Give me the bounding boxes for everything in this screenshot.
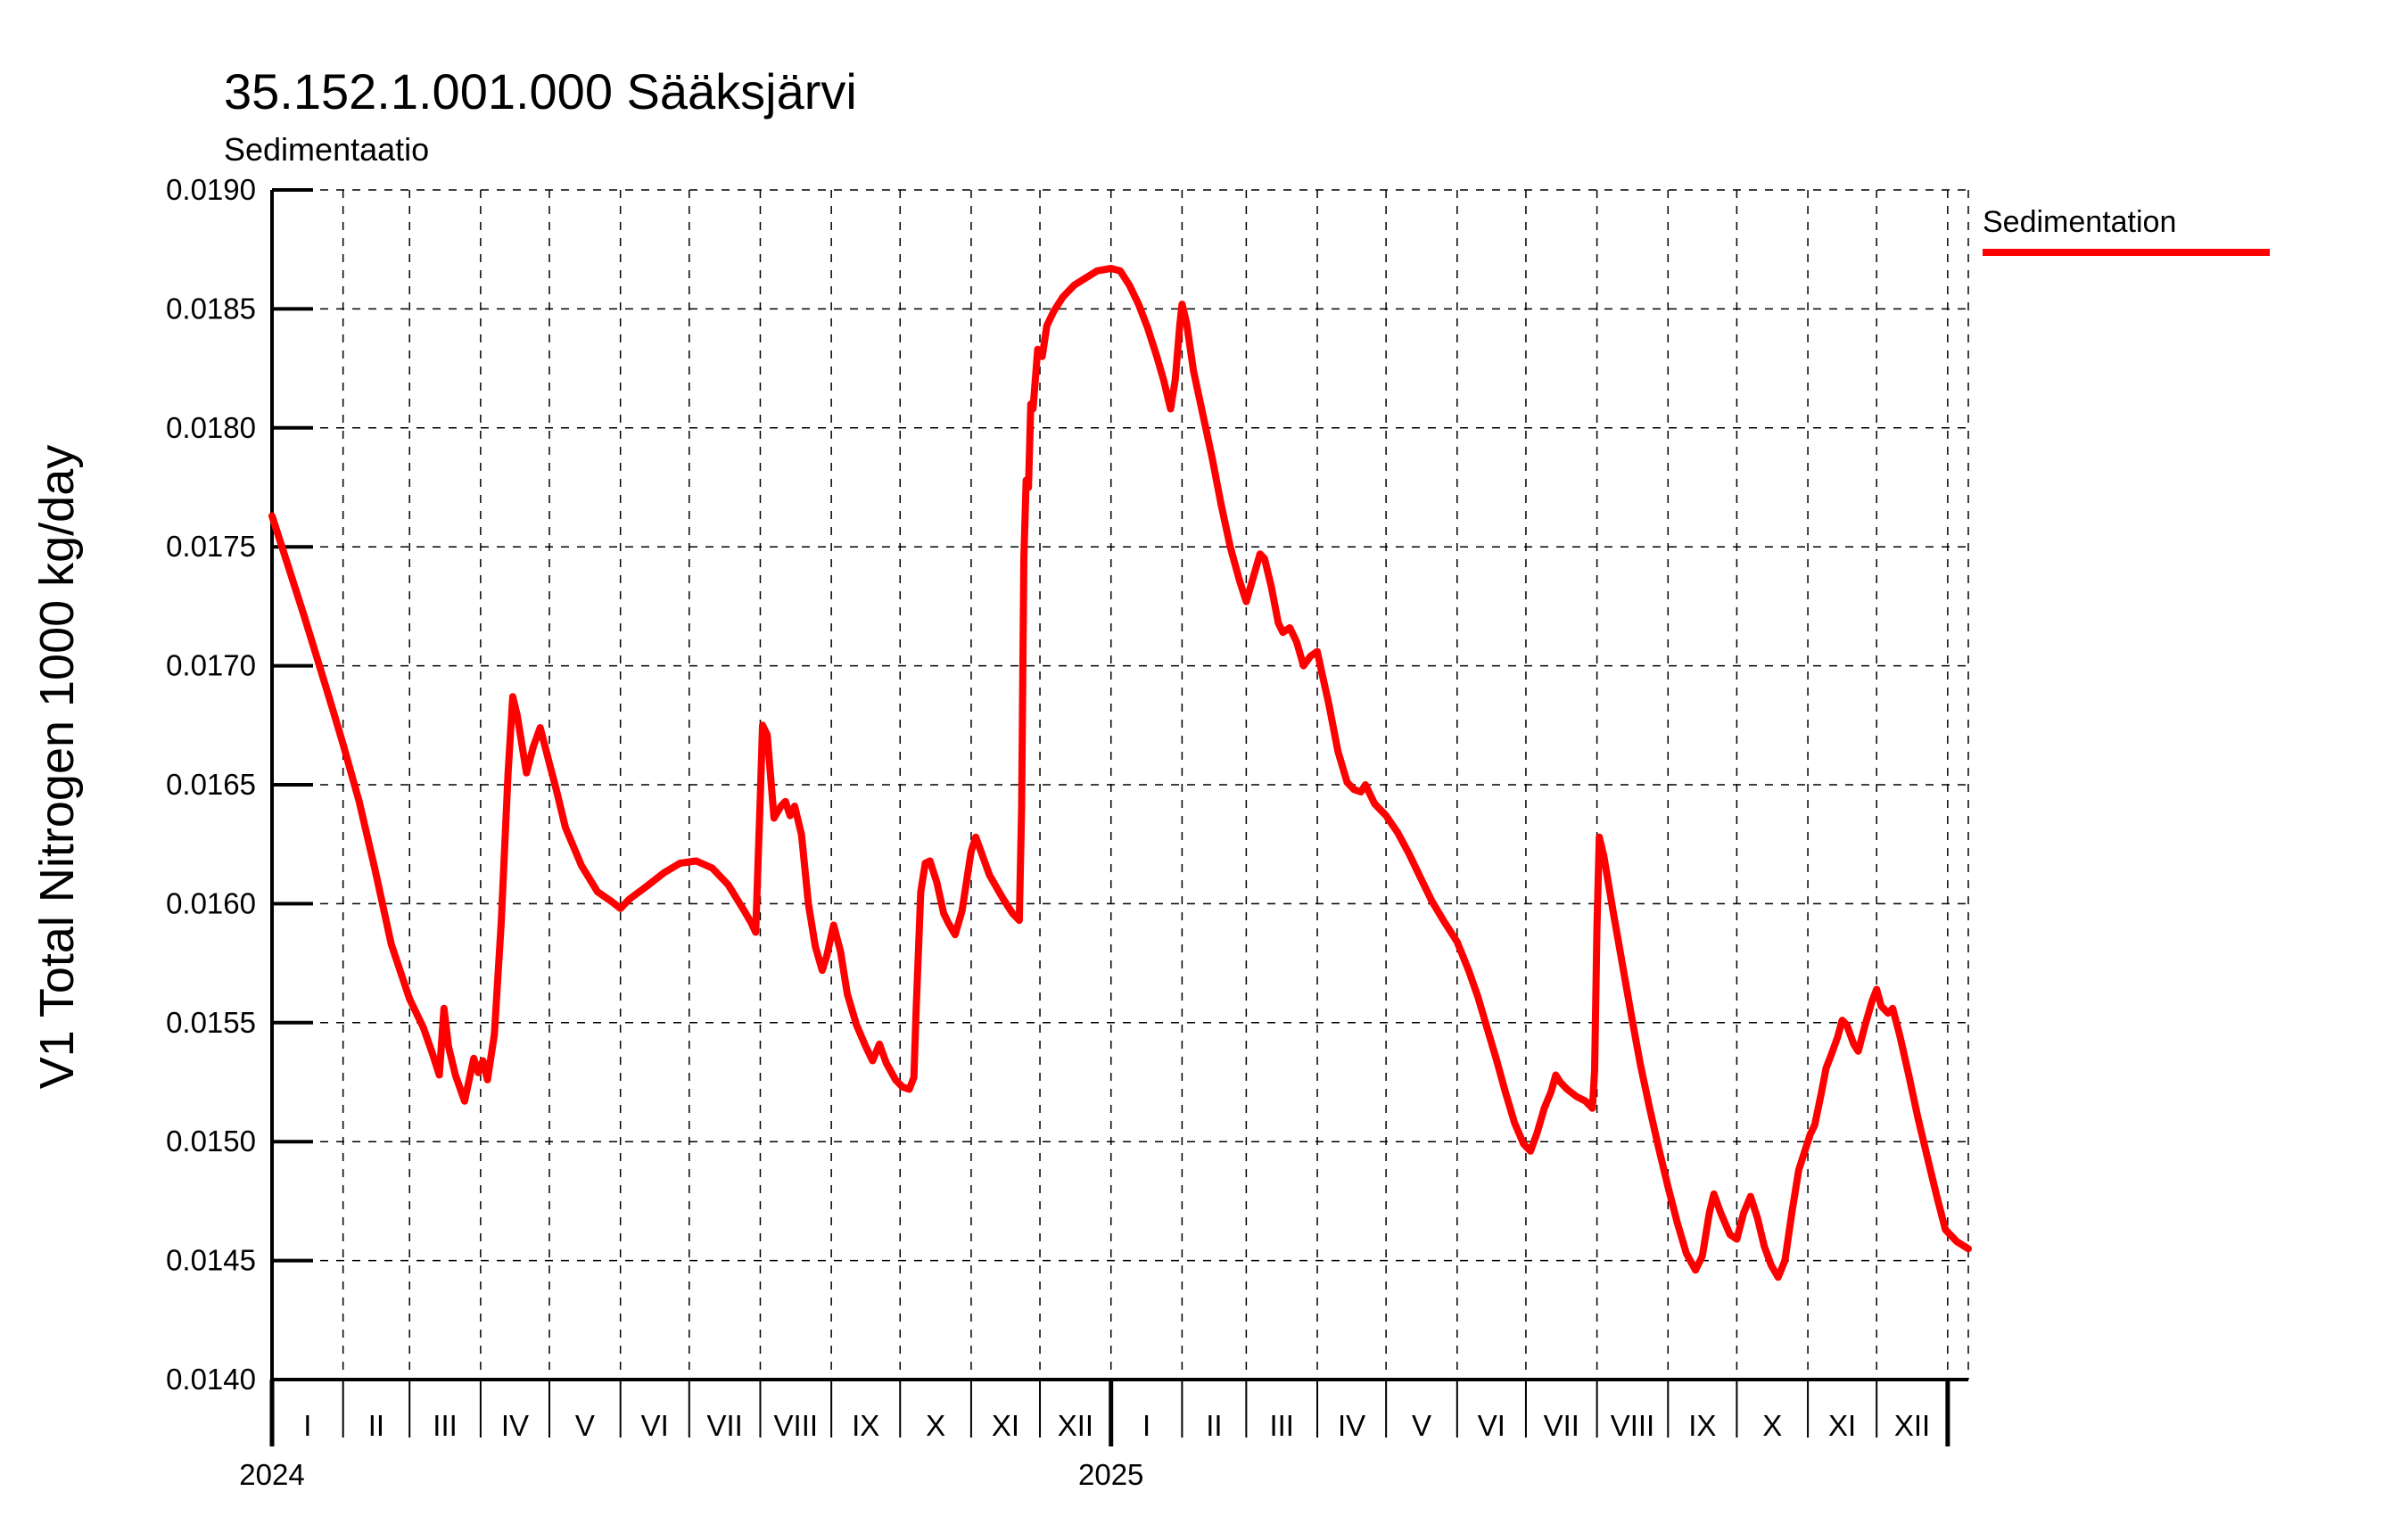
month-label: IV: [1338, 1409, 1365, 1442]
year-label: 2025: [1078, 1458, 1143, 1491]
month-label: VII: [706, 1409, 742, 1442]
month-label: X: [926, 1409, 945, 1442]
month-label: VI: [1478, 1409, 1505, 1442]
y-tick-label: 0.0170: [166, 649, 256, 682]
legend-label: Sedimentation: [1983, 205, 2177, 239]
month-label: XII: [1894, 1409, 1930, 1442]
month-label: III: [1269, 1409, 1294, 1442]
month-label: XI: [1828, 1409, 1856, 1442]
year-label: 2024: [239, 1458, 304, 1491]
y-tick-label: 0.0160: [166, 886, 256, 919]
y-tick-label: 0.0155: [166, 1006, 256, 1039]
y-tick-label: 0.0175: [166, 530, 256, 563]
month-label: IX: [1688, 1409, 1716, 1442]
series-line-sedimentation: [268, 265, 1972, 1281]
month-label: VII: [1544, 1409, 1579, 1442]
month-label: III: [433, 1409, 458, 1442]
month-label: XI: [992, 1409, 1019, 1442]
month-label: V: [1412, 1409, 1431, 1442]
chart-subtitle: Sedimentaatio: [224, 131, 430, 168]
month-label: XII: [1058, 1409, 1093, 1442]
y-tick-label: 0.0190: [166, 173, 256, 206]
month-label: VI: [641, 1409, 669, 1442]
month-label: IX: [852, 1409, 879, 1442]
month-label: II: [1206, 1409, 1222, 1442]
y-tick-label: 0.0145: [166, 1244, 256, 1277]
month-label: I: [303, 1409, 311, 1442]
legend-line-swatch: [1983, 249, 2270, 256]
y-tick-label: 0.0180: [166, 411, 256, 444]
month-label: II: [368, 1409, 384, 1442]
chart-title: 35.152.1.001.000 Sääksjärvi: [224, 63, 857, 119]
y-tick-label: 0.0140: [166, 1363, 256, 1396]
month-label: V: [575, 1409, 595, 1442]
month-label: I: [1142, 1409, 1150, 1442]
month-label: X: [1762, 1409, 1782, 1442]
y-tick-label: 0.0165: [166, 768, 256, 801]
month-label: IV: [501, 1409, 529, 1442]
y-tick-label: 0.0185: [166, 292, 256, 325]
y-tick-label: 0.0150: [166, 1125, 256, 1158]
month-label: VIII: [1611, 1409, 1655, 1442]
legend: Sedimentation: [1983, 205, 2277, 256]
month-label: VIII: [774, 1409, 819, 1442]
